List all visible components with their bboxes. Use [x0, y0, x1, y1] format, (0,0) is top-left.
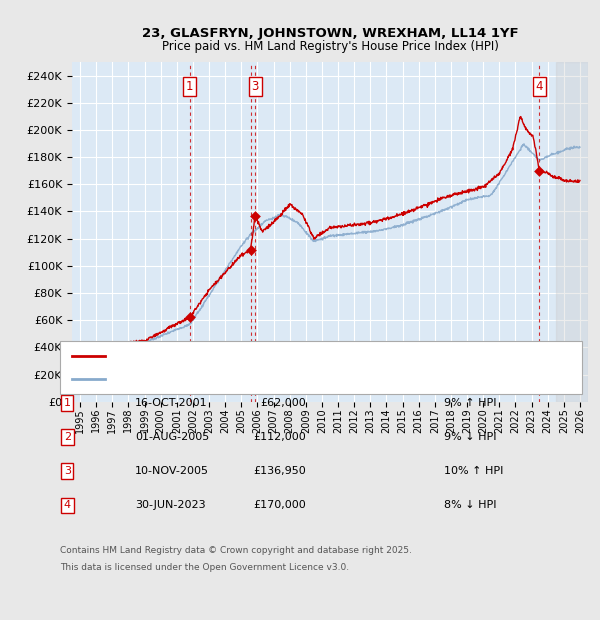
Point	[250, 211, 260, 221]
Text: 9% ↓ HPI: 9% ↓ HPI	[444, 432, 497, 442]
Text: £136,950: £136,950	[253, 466, 306, 476]
Text: 16-OCT-2001: 16-OCT-2001	[135, 398, 208, 408]
Text: 4: 4	[64, 500, 71, 510]
Text: 3: 3	[64, 466, 71, 476]
Text: Price paid vs. HM Land Registry's House Price Index (HPI): Price paid vs. HM Land Registry's House …	[161, 40, 499, 53]
Text: 01-AUG-2005: 01-AUG-2005	[135, 432, 209, 442]
Text: 30-JUN-2023: 30-JUN-2023	[135, 500, 206, 510]
Text: 1: 1	[64, 398, 71, 408]
Text: 23, GLASFRYN, JOHNSTOWN, WREXHAM, LL14 1YF: 23, GLASFRYN, JOHNSTOWN, WREXHAM, LL14 1…	[142, 27, 518, 40]
Text: 4: 4	[536, 80, 543, 93]
Text: 10-NOV-2005: 10-NOV-2005	[135, 466, 209, 476]
Point	[535, 166, 544, 175]
Text: Contains HM Land Registry data © Crown copyright and database right 2025.: Contains HM Land Registry data © Crown c…	[60, 546, 412, 555]
Text: 3: 3	[251, 80, 259, 93]
Text: £112,000: £112,000	[253, 432, 306, 442]
Text: 8% ↓ HPI: 8% ↓ HPI	[444, 500, 497, 510]
Point	[185, 312, 194, 322]
Text: 23, GLASFRYN, JOHNSTOWN, WREXHAM, LL14 1YF (semi-detached house): 23, GLASFRYN, JOHNSTOWN, WREXHAM, LL14 1…	[111, 351, 496, 361]
Text: This data is licensed under the Open Government Licence v3.0.: This data is licensed under the Open Gov…	[60, 563, 349, 572]
Point	[246, 244, 256, 254]
Text: HPI: Average price, semi-detached house, Wrexham: HPI: Average price, semi-detached house,…	[111, 374, 382, 384]
Text: 2: 2	[64, 432, 71, 442]
Bar	[556, 62, 588, 402]
Text: £62,000: £62,000	[260, 398, 306, 408]
Text: £170,000: £170,000	[253, 500, 306, 510]
Text: 1: 1	[186, 80, 193, 93]
Text: 10% ↑ HPI: 10% ↑ HPI	[444, 466, 503, 476]
Text: 9% ↑ HPI: 9% ↑ HPI	[444, 398, 497, 408]
